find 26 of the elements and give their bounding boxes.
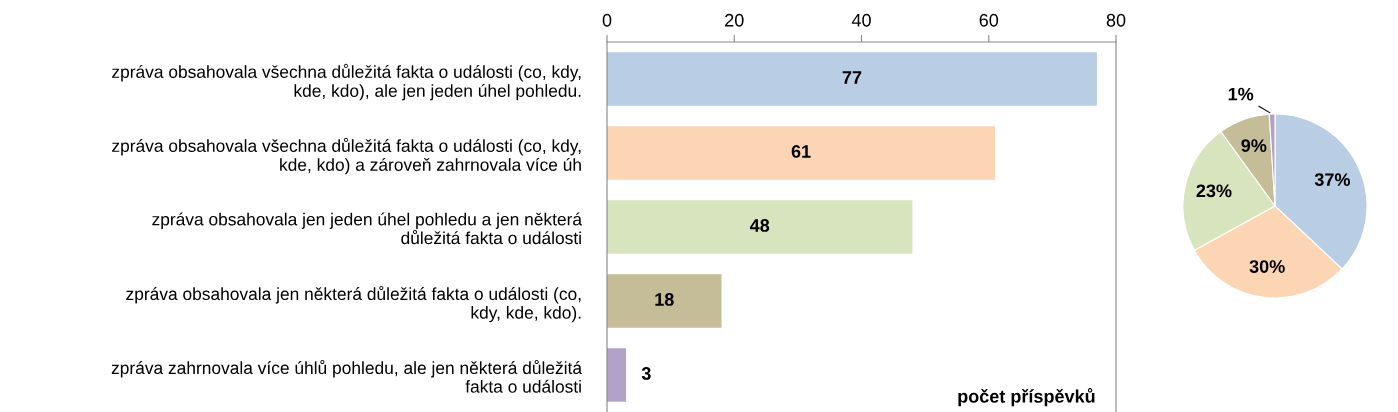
data-label: 77 bbox=[842, 71, 862, 84]
x-tick-label: 80 bbox=[1106, 13, 1126, 27]
x-tick-label: 20 bbox=[725, 13, 744, 27]
y-tick-label: zpráva obsahovala všechna důležitá fakta o události (co, kdy, kde, kdo), ale jen jeden úhel pohledu. bbox=[112, 63, 581, 101]
x-tick-label: 40 bbox=[851, 13, 871, 27]
x-tick-label: 0 bbox=[602, 13, 612, 27]
y-tick-label: zpráva obsahovala jen některá důležitá fakta o události (co, kdy, kde, kdo). bbox=[126, 285, 581, 323]
bar bbox=[607, 126, 996, 180]
y-tick-label: zpráva obsahovala jen jeden úhel pohledu a jen některá důležitá fakta o události bbox=[152, 212, 583, 245]
x-axis-title: počet příspěvků bbox=[958, 388, 1095, 407]
x-tick-label: 60 bbox=[979, 13, 999, 27]
data-label: 30% bbox=[1249, 260, 1285, 273]
bar bbox=[607, 348, 627, 402]
bar bbox=[607, 200, 913, 254]
data-label: 37% bbox=[1314, 173, 1351, 187]
y-tick-label: zpráva obsahovala všechna důležitá fakta o události (co, kdy, kde, kdo) a zároveň zahrnovala více úh bbox=[112, 137, 581, 175]
data-label: 3 bbox=[641, 367, 651, 380]
bar bbox=[607, 274, 722, 328]
y-tick-label: zpráva zahrnovala více úhlů pohledu, ale jen některá důležitá fakta o události bbox=[111, 359, 583, 393]
data-label: 18 bbox=[655, 293, 674, 306]
data-label: 61 bbox=[791, 145, 811, 158]
bar bbox=[607, 52, 1097, 106]
data-label: 23% bbox=[1196, 184, 1232, 198]
data-label: 9% bbox=[1241, 139, 1267, 152]
data-label: 48 bbox=[749, 219, 770, 232]
data-label: 1% bbox=[1228, 87, 1254, 101]
